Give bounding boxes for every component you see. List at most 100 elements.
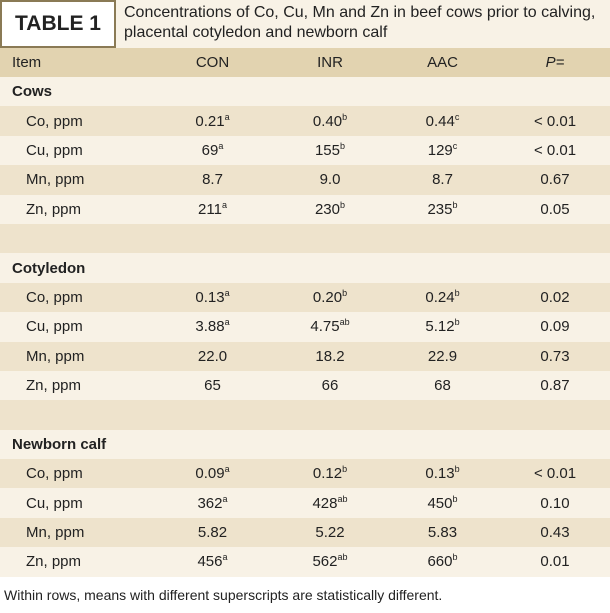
empty-cell <box>0 223 150 254</box>
superscript: ab <box>339 317 350 328</box>
value-cell: 0.24b <box>385 282 500 313</box>
footnote: Within rows, means with different supers… <box>4 586 443 603</box>
value: 5.12 <box>425 318 455 336</box>
value-cell: 69a <box>150 135 275 166</box>
value-cell: 235b <box>385 194 500 224</box>
empty-cell <box>500 429 610 460</box>
superscript: a <box>224 317 230 328</box>
column-header: AAC <box>385 48 500 77</box>
superscript: b <box>340 199 346 210</box>
value-cell: 456a <box>150 547 275 577</box>
row: Cu, ppm 3.88a 4.75ab 5.12b 0.09 <box>0 312 610 342</box>
superscript: ab <box>337 552 348 563</box>
item-cell: Mn, ppm <box>0 341 150 371</box>
column-header: P= <box>500 48 610 77</box>
superscript: a <box>224 287 230 298</box>
column-header: CON <box>150 48 275 77</box>
value: 0.13 <box>425 465 455 483</box>
value-cell: 0.13b <box>385 459 500 489</box>
superscript: a <box>224 111 230 122</box>
superscript: b <box>342 464 348 475</box>
empty-cell <box>385 223 500 254</box>
row: Co, ppm 0.13a 0.20b 0.24b 0.02 <box>0 282 610 313</box>
spacer-row <box>0 223 610 254</box>
header: TABLE 1 Concentrations of Co, Cu, Mn and… <box>0 0 610 48</box>
value: 155 <box>314 141 340 159</box>
item-cell: Mn, ppm <box>0 517 150 548</box>
superscript: a <box>221 199 227 210</box>
value: 65 <box>204 377 221 395</box>
empty-cell <box>150 223 275 254</box>
superscript: a <box>222 552 228 563</box>
section-row: Newborn calf <box>0 429 610 460</box>
empty-cell <box>0 400 150 430</box>
value: 68 <box>434 377 451 395</box>
value-cell: 230b <box>275 194 385 224</box>
section-label: Newborn calf <box>0 429 150 460</box>
item-cell: Co, ppm <box>0 282 150 313</box>
value: 0.40 <box>312 112 343 130</box>
empty-cell <box>500 77 610 107</box>
empty-cell <box>275 253 385 283</box>
superscript: c <box>452 140 458 151</box>
value: 0.13 <box>195 288 225 306</box>
p-value-cell: 0.10 <box>500 488 610 518</box>
superscript: c <box>454 111 460 122</box>
row: Zn, ppm 211a 230b 235b 0.05 <box>0 194 610 224</box>
row: Co, ppm 0.21a 0.40b 0.44c < 0.01 <box>0 106 610 136</box>
value: 69 <box>201 141 219 159</box>
empty-cell <box>275 429 385 460</box>
superscript: b <box>452 493 458 504</box>
value: 428 <box>312 494 338 512</box>
empty-cell <box>385 77 500 107</box>
item-cell: Zn, ppm <box>0 370 150 401</box>
superscript: b <box>452 552 458 563</box>
superscript: a <box>218 140 224 151</box>
p-value-cell: < 0.01 <box>500 135 610 166</box>
value-cell: 0.12b <box>275 459 385 489</box>
row: Cu, ppm 362a 428 a b 450b 0.10 <box>0 488 610 518</box>
value: 0.24 <box>425 288 455 306</box>
p-value-cell: 0.02 <box>500 282 610 313</box>
section-label: Cotyledon <box>0 253 150 283</box>
value-cell: 8.7 <box>150 165 275 195</box>
empty-cell <box>150 429 275 460</box>
value-cell: 66 <box>275 370 385 401</box>
value-cell: 18.2 <box>275 341 385 371</box>
section-row: Cows <box>0 77 610 107</box>
value-cell: 8.7 <box>385 165 500 195</box>
item-cell: Cu, ppm <box>0 488 150 518</box>
p-value-cell: < 0.01 <box>500 106 610 136</box>
superscript: a <box>222 493 228 504</box>
value: 129 <box>427 141 453 159</box>
empty-cell <box>500 223 610 254</box>
empty-cell <box>275 223 385 254</box>
item-cell: Co, ppm <box>0 459 150 489</box>
empty-cell <box>275 400 385 430</box>
value: 22.9 <box>427 347 458 365</box>
value-cell: 660b <box>385 547 500 577</box>
value: 18.2 <box>315 347 345 365</box>
superscript: b <box>454 464 460 475</box>
spacer-row <box>0 400 610 430</box>
value: 450 <box>427 494 453 512</box>
value-cell: 362a <box>150 488 275 518</box>
value-cell: 450b <box>385 488 500 518</box>
empty-cell <box>500 253 610 283</box>
value: 22.0 <box>197 347 228 365</box>
value: 8.7 <box>202 171 223 189</box>
value-cell: 5.22 <box>275 517 385 548</box>
value: 362 <box>197 494 223 512</box>
value: 0.21 <box>195 112 225 130</box>
item-cell: Mn, ppm <box>0 165 150 195</box>
p-value-cell: 0.73 <box>500 341 610 371</box>
value-cell: 4.75ab <box>275 312 385 342</box>
p-value-cell: 0.67 <box>500 165 610 195</box>
table-body: Cows Co, ppm 0.21a 0.40b 0.44c < 0.01 Cu, ppm 6… <box>0 77 610 577</box>
value-cell: 211a <box>150 194 275 224</box>
section-label: Cows <box>0 77 150 107</box>
row: Zn, ppm 456a 562ab 660b 0.01 <box>0 547 610 577</box>
value-cell: 9.0 <box>275 165 385 195</box>
row: Mn, ppm 8.7 9.0 8.7 0.67 <box>0 165 610 195</box>
value: 5.83 <box>427 524 458 542</box>
